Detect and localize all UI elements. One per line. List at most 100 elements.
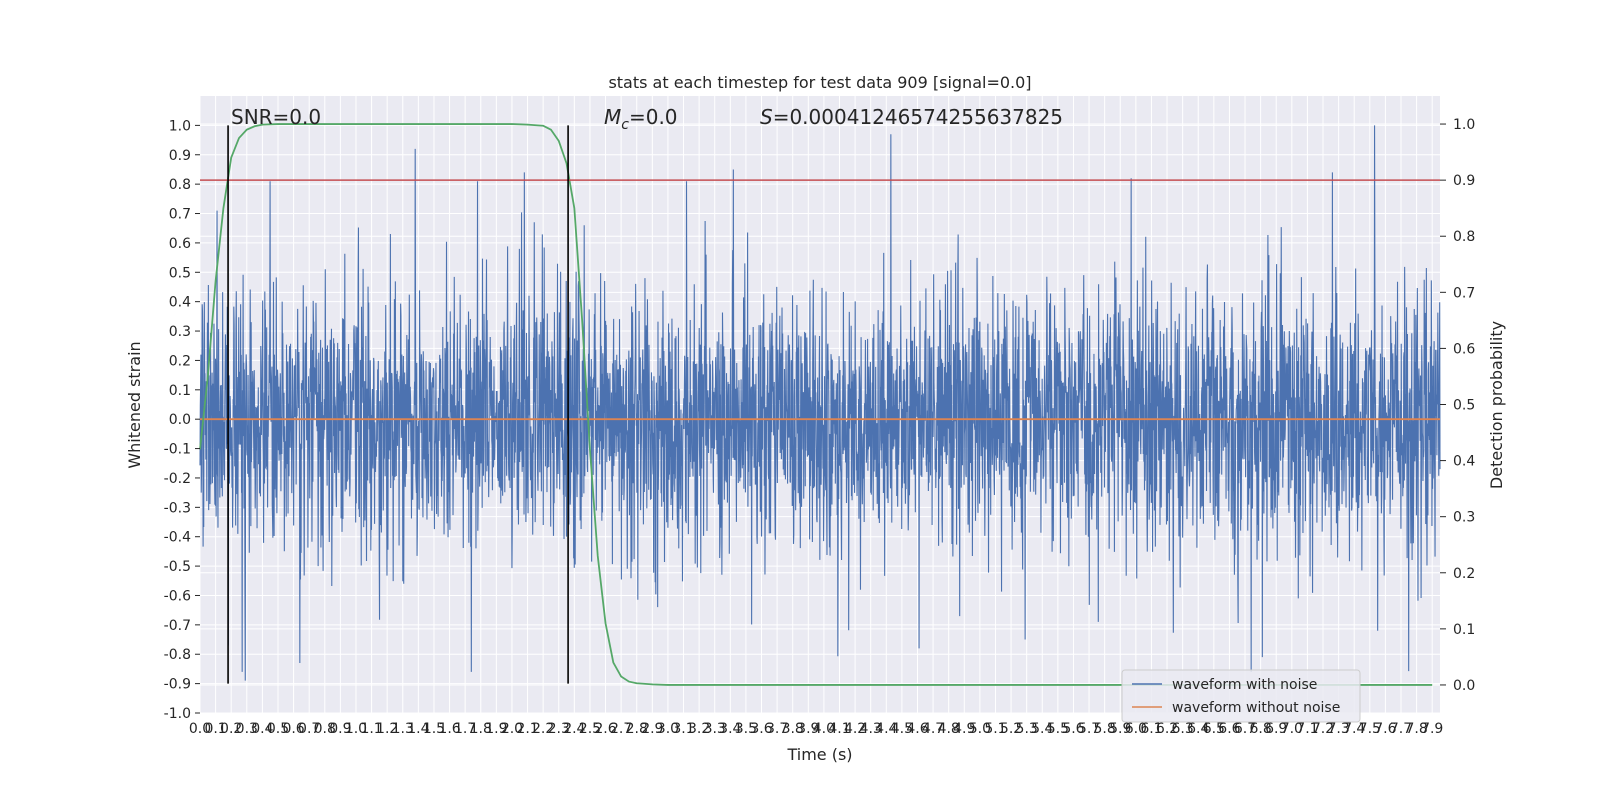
x-tick-label: 2.3 xyxy=(548,721,570,737)
x-tick-label: 1.7 xyxy=(454,721,476,737)
right-y-tick-label: 0.3 xyxy=(1453,510,1475,526)
chirp-mass-subscript: c xyxy=(621,117,629,133)
x-tick-label: 3.9 xyxy=(797,721,819,737)
x-tick-label: 6.4 xyxy=(1187,721,1209,737)
x-tick-label: 1.0 xyxy=(345,721,367,737)
left-y-tick-label: 0.6 xyxy=(169,236,191,252)
x-tick-label: 1.3 xyxy=(392,721,414,737)
chirp-mass-value: =0.0 xyxy=(629,105,678,129)
left-y-tick-label: -1.0 xyxy=(164,706,191,722)
left-y-tick-label: -0.7 xyxy=(164,618,191,634)
x-tick-labels: 0.00.10.20.30.40.50.60.70.80.91.01.11.21… xyxy=(189,721,1443,737)
x-tick-label: 4.9 xyxy=(953,721,975,737)
x-tick-label: 1.6 xyxy=(438,721,460,737)
x-tick-label: 0.1 xyxy=(204,721,226,737)
chirp-mass-symbol: M xyxy=(604,105,621,129)
x-tick-label: 3.8 xyxy=(782,721,804,737)
x-tick-label: 6.0 xyxy=(1125,721,1147,737)
right-y-axis-label: Detection probability xyxy=(1487,321,1506,489)
x-tick-label: 2.8 xyxy=(626,721,648,737)
x-tick-label: 3.7 xyxy=(766,721,788,737)
x-tick-label: 5.6 xyxy=(1062,721,1084,737)
left-y-tick-label: -0.4 xyxy=(164,530,191,546)
x-tick-label: 4.3 xyxy=(860,721,882,737)
x-tick-label: 2.1 xyxy=(516,721,538,737)
x-tick-label: 3.0 xyxy=(657,721,679,737)
left-y-tick-label: 0.3 xyxy=(169,324,191,340)
x-tick-label: 5.7 xyxy=(1078,721,1100,737)
x-tick-label: 2.4 xyxy=(563,721,585,737)
x-tick-label: 1.2 xyxy=(376,721,398,737)
x-tick-label: 0.6 xyxy=(282,721,304,737)
x-tick-label: 7.4 xyxy=(1343,721,1365,737)
x-tick-label: 2.2 xyxy=(532,721,554,737)
x-tick-label: 6.6 xyxy=(1218,721,1240,737)
x-tick-label: 6.9 xyxy=(1265,721,1287,737)
x-tick-label: 6.1 xyxy=(1140,721,1162,737)
chirp-mass-annotation: Mc=0.0 xyxy=(604,105,678,133)
x-tick-label: 4.8 xyxy=(938,721,960,737)
statistic-value: =0.00041246574255637825 xyxy=(773,105,1063,129)
chart-title: stats at each timestep for test data 909… xyxy=(608,73,1031,92)
x-tick-label: 7.2 xyxy=(1312,721,1334,737)
series-waveform-with-noise xyxy=(199,125,1441,681)
x-tick-label: 2.9 xyxy=(641,721,663,737)
x-tick-label: 6.2 xyxy=(1156,721,1178,737)
x-tick-label: 1.9 xyxy=(485,721,507,737)
left-y-tick-labels: -1.0 -0.9 -0.8 -0.7 -0.6 -0.5 -0.4 -0.3 -0.2 -0.1… xyxy=(164,118,200,722)
left-y-tick-label: -0.1 xyxy=(164,442,191,458)
x-tick-label: 5.3 xyxy=(1016,721,1038,737)
left-y-tick-label: -0.5 xyxy=(164,559,191,575)
left-y-tick-label: 0.5 xyxy=(169,265,191,281)
x-tick-label: 7.0 xyxy=(1281,721,1303,737)
left-y-tick-label: -0.2 xyxy=(164,471,191,487)
left-y-tick-label: 0.7 xyxy=(169,207,191,223)
x-tick-label: 7.6 xyxy=(1374,721,1396,737)
x-tick-label: 4.5 xyxy=(891,721,913,737)
left-y-tick-label: 0.1 xyxy=(169,383,191,399)
legend-box xyxy=(1121,669,1361,723)
x-tick-label: 6.5 xyxy=(1203,721,1225,737)
x-tick-label: 6.3 xyxy=(1172,721,1194,737)
x-tick-label: 2.0 xyxy=(501,721,523,737)
x-tick-label: 0.5 xyxy=(267,721,289,737)
noise-waveform-layer xyxy=(199,125,1441,681)
x-tick-label: 0.4 xyxy=(251,721,273,737)
left-y-tick-label: 0.4 xyxy=(169,295,191,311)
x-tick-label: 4.6 xyxy=(906,721,928,737)
x-tick-label: 7.3 xyxy=(1327,721,1349,737)
x-tick-label: 3.3 xyxy=(704,721,726,737)
statistic-annotation: S=0.00041246574255637825 xyxy=(760,105,1063,129)
snr-annotation: SNR=0.0 xyxy=(231,105,321,129)
right-y-tick-label: 0.6 xyxy=(1453,341,1475,357)
x-tick-label: 4.7 xyxy=(922,721,944,737)
x-tick-label: 0.7 xyxy=(298,721,320,737)
legend-label-noise: waveform with noise xyxy=(1172,677,1317,693)
x-tick-label: 3.2 xyxy=(688,721,710,737)
x-tick-label: 1.1 xyxy=(360,721,382,737)
x-tick-label: 7.5 xyxy=(1359,721,1381,737)
x-axis-label: Time (s) xyxy=(786,745,852,764)
right-y-tick-label: 0.0 xyxy=(1453,678,1475,694)
x-tick-label: 0.8 xyxy=(314,721,336,737)
right-y-tick-label: 0.1 xyxy=(1453,622,1475,638)
x-tick-label: 2.6 xyxy=(594,721,616,737)
left-y-axis-label: Whitened strain xyxy=(125,341,144,468)
x-tick-label: 3.1 xyxy=(672,721,694,737)
right-y-tick-label: 0.7 xyxy=(1453,285,1475,301)
right-y-tick-label: 0.5 xyxy=(1453,398,1475,414)
x-tick-label: 0.2 xyxy=(220,721,242,737)
x-tick-label: 6.8 xyxy=(1249,721,1271,737)
x-tick-label: 7.1 xyxy=(1296,721,1318,737)
x-tick-label: 4.1 xyxy=(828,721,850,737)
statistic-symbol: S xyxy=(760,105,773,129)
x-tick-label: 4.4 xyxy=(875,721,897,737)
x-tick-label: 0.3 xyxy=(236,721,258,737)
reference-lines-layer xyxy=(200,125,1440,684)
x-tick-label: 1.4 xyxy=(407,721,429,737)
left-y-tick-label: 0.9 xyxy=(169,148,191,164)
left-y-tick-label: 0.2 xyxy=(169,353,191,369)
series-layer xyxy=(199,123,1440,686)
right-y-tick-label: 1.0 xyxy=(1453,117,1475,133)
left-y-tick-label: 1.0 xyxy=(169,118,191,134)
